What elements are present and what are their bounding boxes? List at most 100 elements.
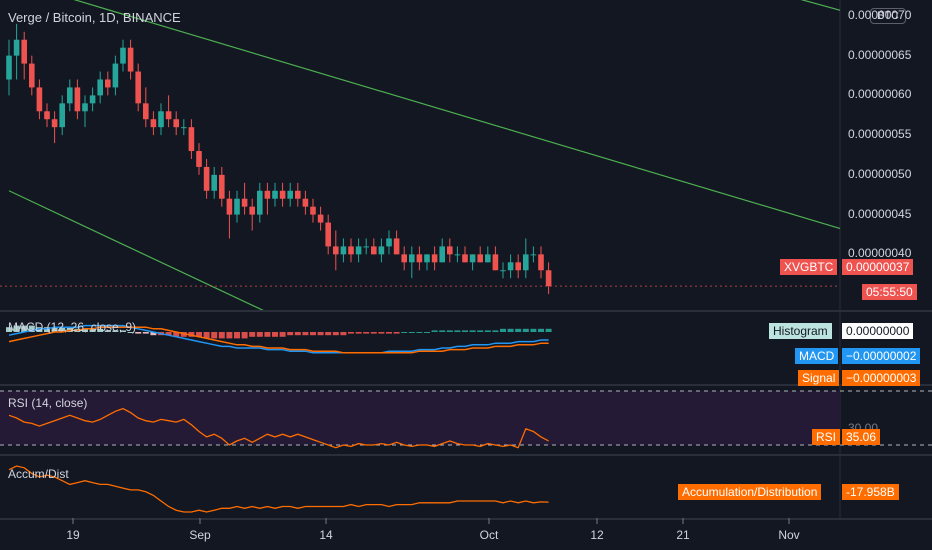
macd-histogram-bar <box>408 332 415 333</box>
rsi-title: RSI (14, close) <box>8 396 88 410</box>
macd-histogram-bar <box>446 330 453 332</box>
currency-badge[interactable]: BTC <box>870 8 906 24</box>
candle-body <box>393 238 400 255</box>
macd-histogram-bar <box>21 325 28 332</box>
price-tick-label: 0.00000060 <box>848 87 912 102</box>
macd-histogram-bar <box>310 332 316 336</box>
macd-histogram-bar <box>66 327 73 332</box>
time-tick-label: 21 <box>676 528 690 542</box>
candle-body <box>302 198 309 207</box>
macd-histogram-bar <box>317 332 324 336</box>
macd-histogram-bar <box>340 332 347 336</box>
candle-body <box>431 254 438 263</box>
macd-histogram-bar <box>530 328 537 332</box>
macd-histogram-bar <box>256 332 263 337</box>
macd-histogram-bar <box>188 332 195 337</box>
time-tick-label: Nov <box>778 528 800 542</box>
candle-body <box>462 254 468 263</box>
candle-body <box>196 151 202 167</box>
macd-histogram-bar <box>142 332 149 334</box>
macd-histogram-bar <box>302 332 309 336</box>
candle-body <box>340 246 347 255</box>
candle-body <box>477 254 483 263</box>
histogram-value: 0.00000000 <box>842 323 914 339</box>
candle-body <box>143 103 149 120</box>
macd-histogram-bar <box>386 332 392 334</box>
macd-histogram-bar <box>59 327 66 332</box>
candle-body <box>13 39 20 56</box>
macd-title: MACD (12, 26, close, 9) <box>8 320 137 334</box>
candle-body <box>317 214 324 223</box>
time-tick-label: 19 <box>66 528 80 542</box>
macd-histogram-bar <box>538 328 544 332</box>
macd-histogram-bar <box>51 327 58 332</box>
candle-body <box>287 190 293 199</box>
macd-histogram-bar <box>378 332 385 334</box>
macd-histogram-bar <box>469 330 476 332</box>
macd-histogram-bar <box>180 332 187 337</box>
macd-histogram-bar <box>545 328 552 332</box>
ad-title: Accum/Dist <box>8 467 69 481</box>
candle-body <box>507 262 514 271</box>
candle-body <box>492 254 499 271</box>
candle-body <box>127 47 134 72</box>
macd-histogram-bar <box>120 330 126 332</box>
macd-histogram-bar <box>416 332 423 333</box>
candle-body <box>500 270 506 272</box>
candle-body <box>523 254 529 271</box>
candle-body <box>165 111 172 120</box>
symbol-tag: XVGBTC <box>780 259 838 275</box>
candle-body <box>120 47 126 64</box>
candle-body <box>447 246 453 255</box>
macd-histogram-bar <box>424 332 430 333</box>
macd-histogram-bar <box>500 328 506 332</box>
macd-histogram-bar <box>28 325 35 332</box>
candle-body <box>226 198 233 215</box>
macd-histogram-bar <box>241 332 248 339</box>
candle-body <box>105 79 111 88</box>
candle-body <box>363 246 369 248</box>
candle-body <box>173 119 179 128</box>
ad-label: Accumulation/Distribution <box>678 484 822 500</box>
price-tick-label: 0.00000070 <box>848 7 912 22</box>
price-tick-label: 0.00000050 <box>848 166 912 181</box>
price-tick-label: 0.00000055 <box>848 127 912 142</box>
candle-body <box>112 63 119 88</box>
macd-histogram-bar <box>287 332 294 336</box>
macd-histogram-bar <box>218 332 225 339</box>
signal-value: −0.00000003 <box>842 370 921 386</box>
candle-body <box>211 174 217 191</box>
macd-histogram-bar <box>82 328 88 332</box>
candle-body <box>325 222 331 247</box>
candle-body <box>348 246 354 255</box>
time-tick-label: Sep <box>189 528 211 542</box>
price-tick-label: 0.00000040 <box>848 246 912 261</box>
candle-body <box>424 254 430 263</box>
macd-histogram-bar <box>507 328 514 332</box>
trendline <box>8 190 264 310</box>
candle-body <box>279 190 286 199</box>
candle-body <box>29 63 35 88</box>
macd-histogram-bar <box>264 332 271 337</box>
candle-body <box>530 254 537 256</box>
macd-histogram-bar <box>454 330 461 332</box>
candle-body <box>401 254 407 263</box>
candle-body <box>241 198 248 207</box>
macd-histogram-bar <box>515 328 522 332</box>
candle-body <box>409 254 415 263</box>
macd-histogram-bar <box>325 332 332 336</box>
macd-histogram-bar <box>226 332 233 339</box>
macd-histogram-bar <box>97 328 104 332</box>
last-price-tag: 0.00000037 <box>842 259 914 275</box>
candle-body <box>219 174 225 199</box>
candle-body <box>272 190 278 199</box>
candle-body <box>74 87 81 112</box>
candle-body <box>485 254 491 263</box>
candle-body <box>150 119 157 128</box>
candle-body <box>538 254 544 271</box>
time-tick-label: Oct <box>479 528 499 542</box>
chart-title: Verge / Bitcoin, 1D, BINANCE <box>8 10 181 25</box>
trendline <box>800 0 840 11</box>
rsi-value: 35.06 <box>842 429 881 445</box>
